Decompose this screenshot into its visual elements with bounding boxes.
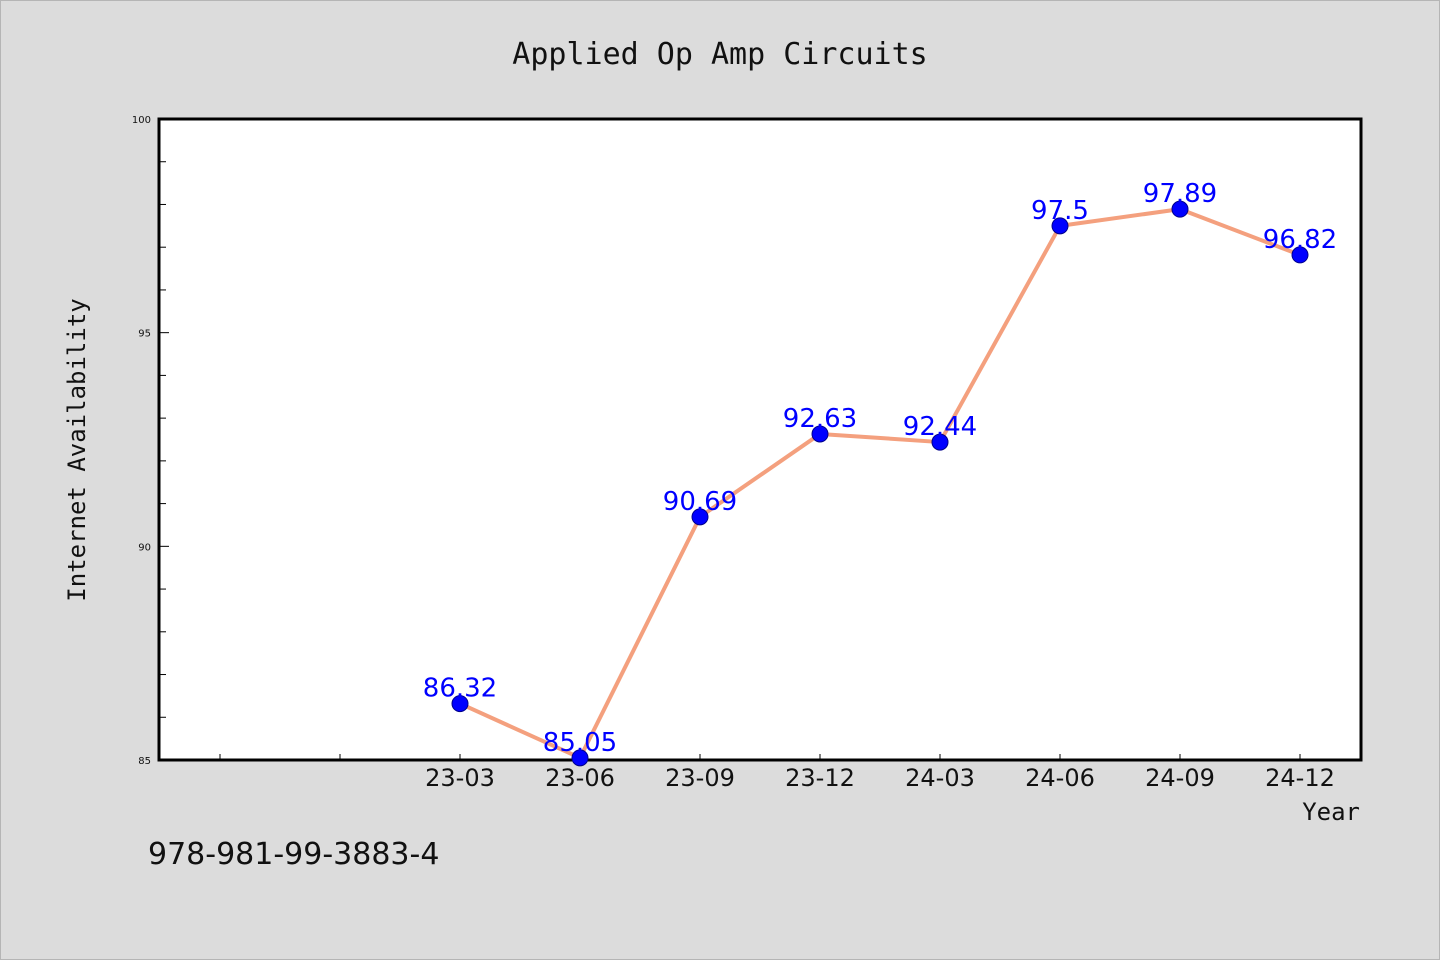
- data-markers: [451, 200, 1309, 767]
- isbn-footer: 978-981-99-3883-4: [148, 837, 439, 872]
- x-tick-label: 23-12: [785, 764, 855, 792]
- y-tick-label: 95: [138, 329, 151, 340]
- data-point: [1291, 246, 1309, 264]
- y-tick-label: 100: [132, 115, 151, 126]
- data-point: [691, 508, 709, 526]
- data-label: 92.63: [783, 404, 857, 434]
- data-point: [451, 695, 469, 713]
- data-point: [931, 433, 949, 451]
- y-axis-label: Internet Availability: [63, 298, 91, 601]
- data-label: 97.89: [1143, 179, 1217, 209]
- data-label: 86.32: [423, 674, 497, 704]
- data-label: 85.05: [543, 728, 617, 758]
- data-point: [571, 749, 589, 767]
- x-tick-label: 23-03: [425, 764, 495, 792]
- x-tick-label: 23-06: [545, 764, 615, 792]
- x-axis-label: Year: [1302, 798, 1360, 826]
- data-label: 92.44: [903, 412, 977, 442]
- data-label: 96.82: [1263, 225, 1337, 255]
- series-line: [459, 207, 1301, 760]
- data-label: 97.5: [1031, 196, 1089, 226]
- data-point: [1051, 217, 1069, 235]
- chart-title: Applied Op Amp Circuits: [512, 37, 927, 72]
- data-point: [811, 425, 829, 443]
- data-label: 90.69: [663, 487, 737, 517]
- x-tick-label: 24-03: [905, 764, 975, 792]
- x-tick-label: 24-06: [1025, 764, 1095, 792]
- x-tick-label: 24-09: [1145, 764, 1215, 792]
- data-point: [1171, 200, 1189, 218]
- x-tick-label: 23-09: [665, 764, 735, 792]
- x-tick-label: 24-12: [1265, 764, 1335, 792]
- x-axis-ticks: 23-03 23-06 23-09 23-12 24-03 24-06 24-09 24-12: [219, 754, 1335, 792]
- y-tick-label: 90: [138, 542, 151, 553]
- data-labels: 86.32 85.05 90.69 92.63 92.44 97.5 97.89 96.82: [423, 179, 1337, 758]
- y-axis-ticks: 85 90 95 100: [132, 115, 169, 767]
- y-tick-label: 85: [138, 756, 151, 767]
- plot-area: [157, 117, 1363, 762]
